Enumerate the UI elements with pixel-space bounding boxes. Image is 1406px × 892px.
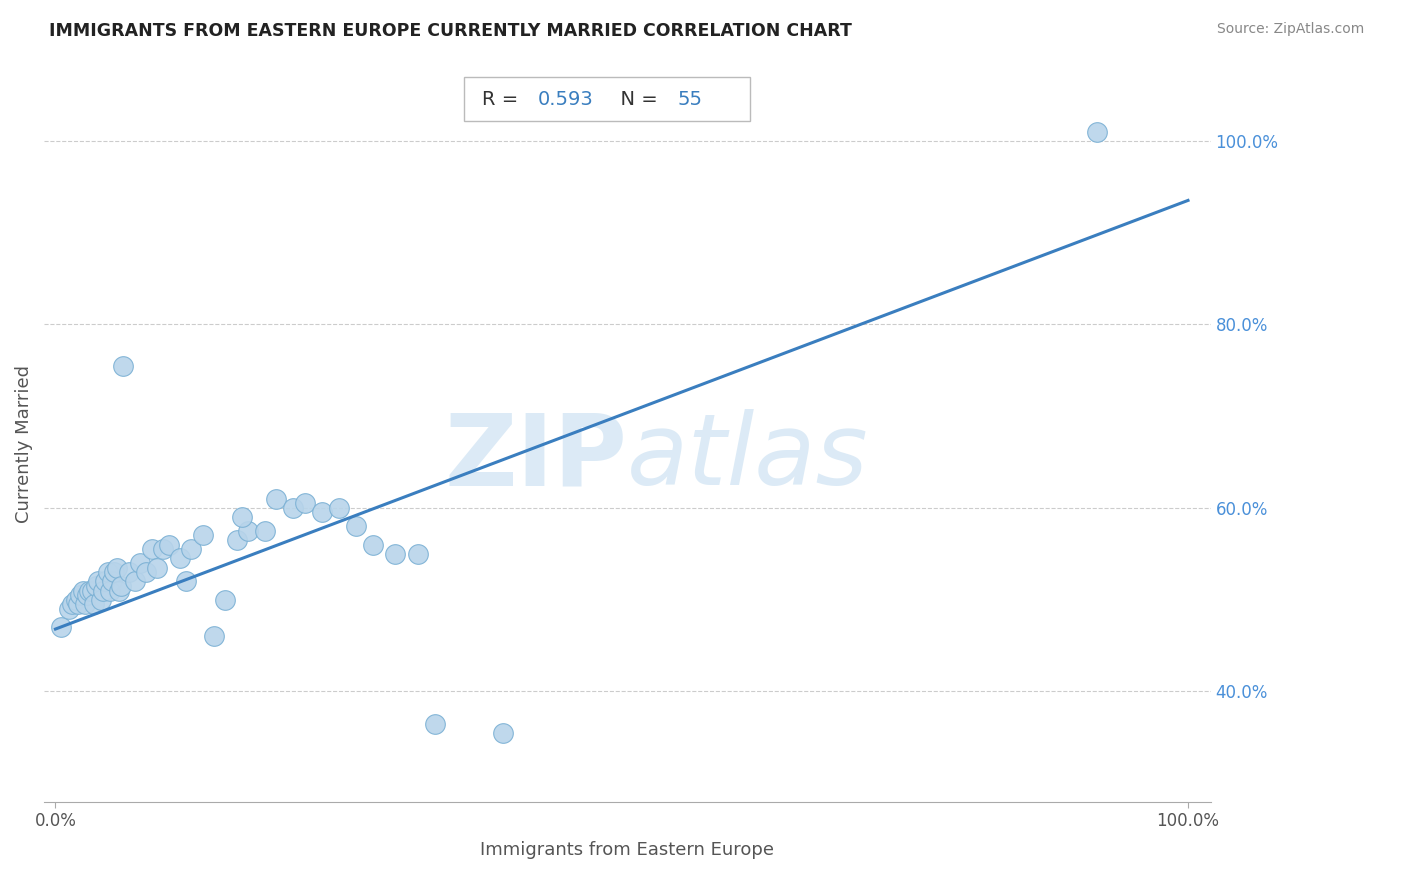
- Text: Source: ZipAtlas.com: Source: ZipAtlas.com: [1216, 22, 1364, 37]
- Point: [492, 726, 515, 740]
- Point: [225, 533, 247, 547]
- Point: [69, 588, 91, 602]
- Point: [180, 542, 202, 557]
- Point: [231, 510, 253, 524]
- Point: [79, 583, 101, 598]
- Point: [83, 597, 105, 611]
- Point: [96, 565, 118, 579]
- Y-axis label: Currently Married: Currently Married: [15, 365, 32, 523]
- Point: [108, 583, 131, 598]
- Point: [112, 359, 135, 373]
- Point: [146, 560, 169, 574]
- Point: [72, 583, 94, 598]
- Text: 0.593: 0.593: [537, 90, 593, 109]
- Point: [73, 597, 96, 611]
- Point: [98, 583, 121, 598]
- Point: [118, 565, 141, 579]
- Point: [129, 556, 152, 570]
- Text: N =: N =: [607, 90, 664, 109]
- Point: [62, 597, 84, 611]
- Point: [91, 583, 114, 598]
- Point: [191, 528, 214, 542]
- Point: [141, 542, 163, 557]
- Point: [105, 560, 128, 574]
- Point: [283, 500, 305, 515]
- Point: [328, 500, 350, 515]
- Text: 55: 55: [678, 90, 703, 109]
- Point: [101, 574, 124, 589]
- FancyBboxPatch shape: [464, 77, 749, 121]
- Point: [344, 519, 367, 533]
- Text: R =: R =: [482, 90, 524, 109]
- Point: [1087, 125, 1109, 139]
- Point: [152, 542, 174, 557]
- Point: [124, 574, 146, 589]
- Point: [253, 524, 276, 538]
- Point: [110, 579, 132, 593]
- Point: [94, 574, 117, 589]
- Point: [311, 506, 333, 520]
- Point: [80, 583, 103, 598]
- Point: [103, 565, 125, 579]
- Point: [87, 574, 110, 589]
- Point: [266, 491, 288, 506]
- Point: [157, 538, 180, 552]
- Point: [90, 592, 112, 607]
- Point: [423, 716, 446, 731]
- Point: [294, 496, 316, 510]
- Point: [76, 588, 98, 602]
- Point: [84, 579, 107, 593]
- Point: [65, 592, 87, 607]
- Point: [135, 565, 157, 579]
- Point: [361, 538, 384, 552]
- Point: [169, 551, 191, 566]
- Text: atlas: atlas: [627, 409, 869, 507]
- Point: [58, 602, 80, 616]
- X-axis label: Immigrants from Eastern Europe: Immigrants from Eastern Europe: [481, 841, 775, 859]
- Point: [174, 574, 197, 589]
- Text: ZIP: ZIP: [444, 409, 627, 507]
- Text: IMMIGRANTS FROM EASTERN EUROPE CURRENTLY MARRIED CORRELATION CHART: IMMIGRANTS FROM EASTERN EUROPE CURRENTLY…: [49, 22, 852, 40]
- Point: [67, 597, 90, 611]
- Point: [236, 524, 259, 538]
- Point: [214, 592, 236, 607]
- Point: [384, 547, 406, 561]
- Point: [406, 547, 429, 561]
- Point: [202, 629, 225, 643]
- Point: [49, 620, 72, 634]
